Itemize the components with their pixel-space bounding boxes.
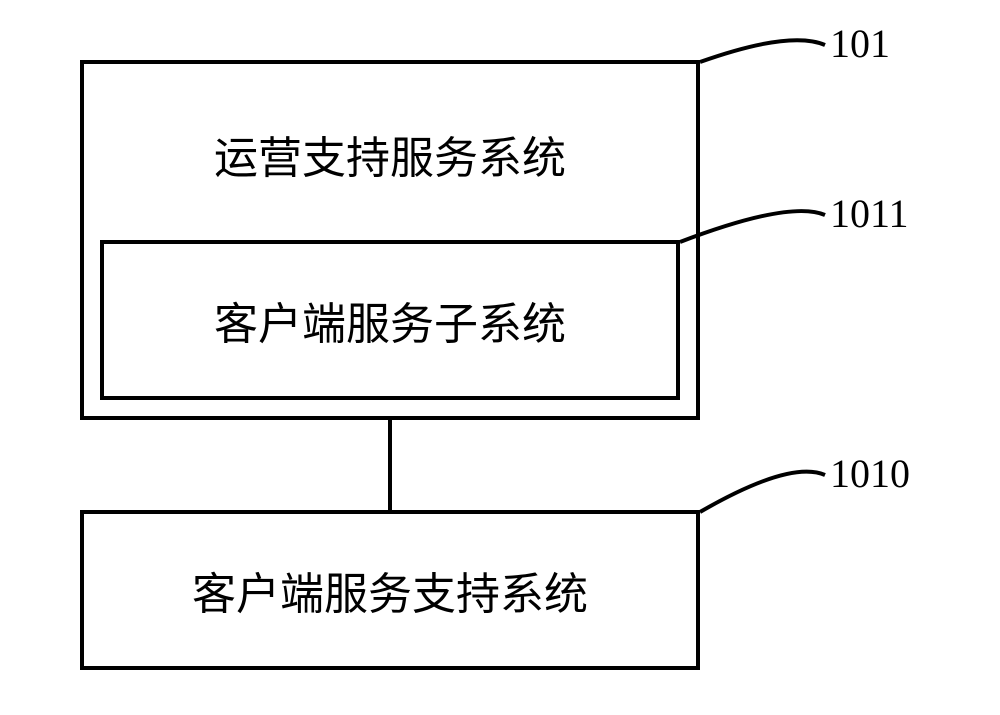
diagram-canvas: 运营支持服务系统 客户端服务子系统 客户端服务支持系统 101 1011 101…	[0, 0, 1000, 715]
leader-1010	[700, 472, 825, 512]
connector-line	[388, 420, 392, 510]
block-operation-support-system-label: 运营支持服务系统	[84, 122, 696, 186]
block-client-service-support-system-label: 客户端服务支持系统	[192, 558, 588, 622]
block-client-service-subsystem-label: 客户端服务子系统	[214, 288, 566, 352]
leader-1011	[680, 211, 825, 242]
ref-label-1011: 1011	[830, 190, 909, 237]
block-client-service-subsystem: 客户端服务子系统	[100, 240, 680, 400]
block-client-service-support-system: 客户端服务支持系统	[80, 510, 700, 670]
ref-label-1010: 1010	[830, 450, 910, 497]
leader-101	[700, 40, 825, 62]
ref-label-101: 101	[830, 20, 890, 67]
